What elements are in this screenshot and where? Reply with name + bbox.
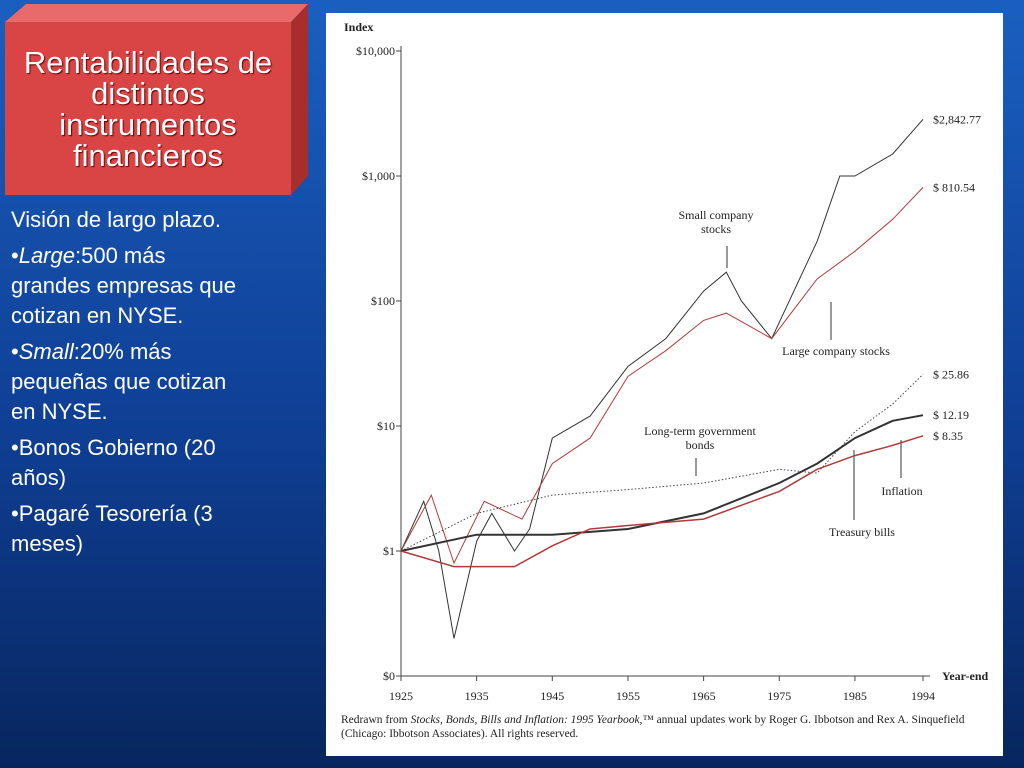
bullet-item: •Bonos Gobierno (20 años) [11, 433, 251, 493]
series-name-box: Large company stocks [782, 344, 890, 358]
series-line [400, 374, 924, 552]
y-tick-label: $1 [383, 544, 395, 558]
end-value-label: $ 8.35 [933, 429, 963, 443]
series-line [400, 414, 924, 552]
series-name-box: Long-term government bonds [644, 424, 756, 452]
x-tick-label: 1955 [616, 689, 640, 703]
end-value-label: $2,842.77 [933, 112, 981, 126]
x-tick-label: 1985 [843, 689, 867, 703]
caption-title: Stocks, Bonds, Bills and Inflation: 1995… [410, 714, 643, 726]
x-tick-label: 1994 [911, 689, 935, 703]
bevel-side [291, 4, 308, 195]
chart-panel [326, 13, 1003, 756]
bullet-list: Visión de largo plazo. •Large:500 más gr… [11, 205, 251, 565]
bullet: • [11, 243, 19, 268]
bullet-emphasis: Large [18, 243, 75, 268]
y-tick-label: $10 [377, 419, 395, 433]
series-name: Large company stocks [782, 344, 890, 358]
x-tick-label: 1925 [389, 689, 413, 703]
intro: Visión de largo plazo. [11, 207, 221, 232]
y-tick-label: $100 [371, 294, 395, 308]
y-tick-label: $1,000 [362, 169, 395, 183]
bevel-top [5, 4, 308, 22]
bullet: • [11, 339, 19, 364]
end-value-label: $ 12.19 [933, 408, 969, 422]
y-tick-label: $10,000 [356, 44, 395, 58]
bullet-item: •Small:20% más pequeñas que cotizan en N… [11, 337, 251, 427]
x-axis-label: Year-end [942, 669, 989, 683]
bullet-text: :20% más pequeñas que cotizan en NYSE. [11, 339, 227, 424]
x-tick-label: 1975 [767, 689, 791, 703]
series-name-box: Treasury bills [829, 525, 895, 539]
series-name-box: Small company stocks [678, 208, 754, 236]
x-tick-label: 1935 [465, 689, 489, 703]
y-tick-label: $0 [383, 669, 395, 683]
series-name: Long-term government bonds [644, 424, 756, 452]
series-name: Inflation [881, 484, 923, 498]
x-tick-label: 1965 [692, 689, 716, 703]
bullet-item: •Large:500 más grandes empresas que coti… [11, 241, 251, 331]
bullet-emphasis: Small [18, 339, 74, 364]
slide-title: Rentabilidades de distintos instrumentos… [5, 22, 291, 195]
bullet-text: :500 más grandes empresas que cotizan en… [11, 243, 237, 328]
bullet-text: Bonos Gobierno (20 años) [11, 435, 216, 490]
caption-text: ™ annual updates work by Roger G. Ibbots… [341, 714, 965, 740]
series-line [400, 187, 924, 565]
y-axis-label: Index [344, 20, 373, 34]
bullet: • [11, 435, 19, 460]
series-line [400, 118, 924, 639]
x-tick-label: 1945 [540, 689, 564, 703]
end-value-label: $ 25.86 [933, 367, 969, 381]
end-value-label: $ 810.54 [933, 180, 975, 194]
bullet-item: •Pagaré Tesorería (3 meses) [11, 499, 251, 559]
series-name-box: Inflation [881, 484, 923, 498]
caption: Redrawn from Stocks, Bonds, Bills and In… [341, 713, 991, 741]
series-name: Treasury bills [829, 525, 895, 539]
bullet-text: Pagaré Tesorería (3 meses) [11, 501, 213, 556]
caption-text: Redrawn from [341, 714, 411, 726]
series-line [400, 435, 924, 568]
title-bevel [5, 4, 308, 195]
series-name: Small company stocks [678, 208, 754, 236]
bullet: • [11, 501, 19, 526]
